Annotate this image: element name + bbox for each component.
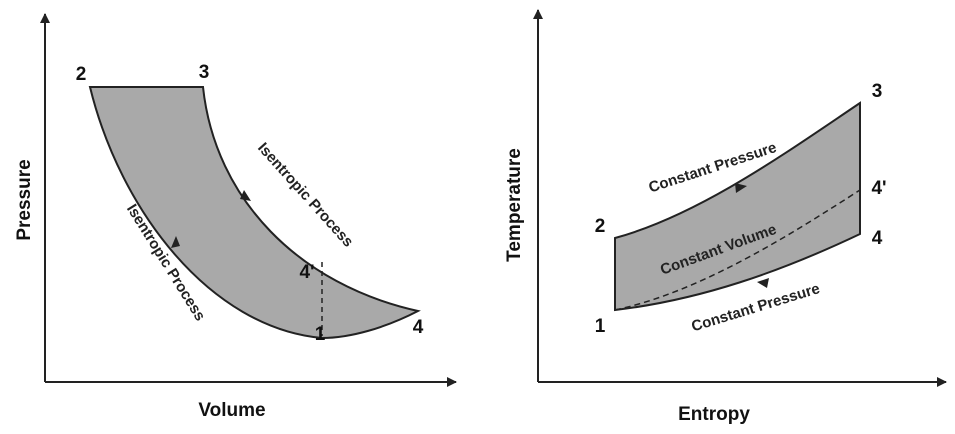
point-label: 2 (76, 64, 87, 85)
cycle-area (614, 101, 861, 312)
x-axis-label: Entropy (678, 404, 750, 425)
point-label: 4' (871, 178, 886, 199)
arrow (240, 190, 251, 201)
cycle-area (88, 86, 421, 340)
point-label: 2 (595, 216, 606, 237)
y-axis-label: Pressure (14, 159, 35, 240)
ts-diagram: Temperature Entropy Constant Pressure Co… (504, 9, 947, 425)
point-label: 4 (872, 228, 883, 249)
arrow (735, 183, 747, 193)
point-label: 3 (872, 81, 883, 102)
point-label: 3 (199, 62, 210, 83)
y-axis-label: Temperature (504, 148, 525, 262)
point-label: 1 (595, 316, 606, 337)
pv-diagram: Pressure Volume Isentropic Process Isent… (14, 13, 457, 421)
x-axis-label: Volume (198, 400, 265, 421)
point-label: 4' (299, 262, 314, 283)
dashed-curve (614, 189, 861, 311)
arrow (171, 236, 180, 248)
arrow (757, 278, 769, 288)
point-label: 4 (413, 317, 424, 338)
point-label: 1 (315, 324, 326, 345)
